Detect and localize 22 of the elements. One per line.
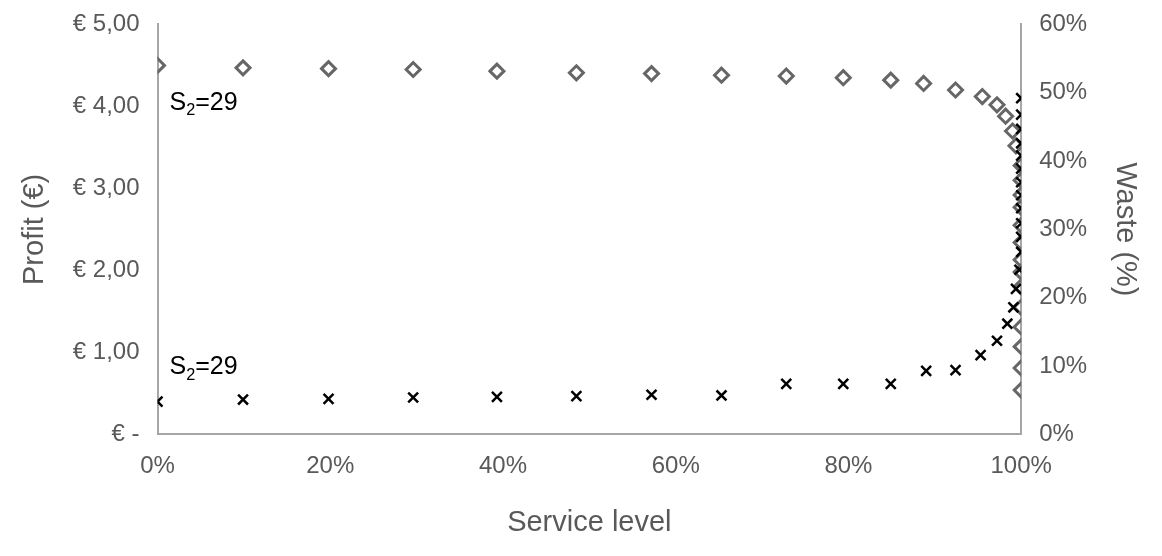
x-tick-label: 80% [824,451,873,479]
y2-tick-label: 0% [1039,419,1074,447]
y2-tick-label: 20% [1039,282,1088,310]
y-tick-label: € 2,00 [72,255,140,283]
y2-tick-label: 40% [1039,145,1088,173]
y-axis-title: Profit (€) [17,173,50,285]
x-tick-label: 40% [478,451,528,479]
y-tick-label: € 3,00 [72,173,140,201]
x-tick-label: 60% [651,451,700,479]
x-tick-label: 20% [306,451,355,479]
x-tick-label: 100% [990,451,1052,479]
x-axis-title: Service level [507,504,672,537]
y-tick-label: € 4,00 [72,91,140,119]
y2-tick-label: 50% [1039,77,1088,105]
y-tick-label: € - [111,419,140,447]
y2-axis-title: Waste (%) [1110,162,1143,297]
y2-tick-label: 10% [1039,350,1088,378]
y-tick-label: € 5,00 [72,9,140,37]
y2-tick-label: 60% [1039,9,1088,37]
y2-tick-label: 30% [1039,214,1088,242]
x-tick-label: 0% [140,451,175,479]
y-tick-label: € 1,00 [72,337,140,365]
